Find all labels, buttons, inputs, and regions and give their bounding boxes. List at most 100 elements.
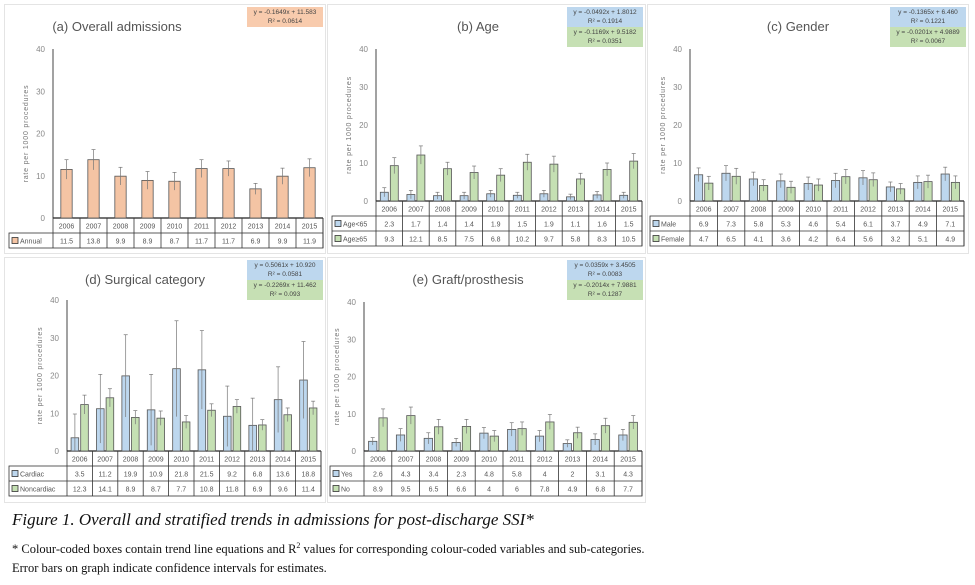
chart-svg: (a) Overall admissions rate per 1000 proc… xyxy=(8,19,324,249)
legend-swatch xyxy=(332,485,340,492)
y-tick-label: 0 xyxy=(678,197,683,206)
table-value: 19.9 xyxy=(124,472,138,479)
table-value: 4.6 xyxy=(808,222,818,229)
legend-label: Annual xyxy=(20,239,42,246)
x-tick-label: 2009 xyxy=(778,207,794,214)
table-value: 18.8 xyxy=(301,472,315,479)
chart-svg: (d) Surgical category rate per 1000 proce… xyxy=(8,272,322,497)
table-value: 7.8 xyxy=(540,487,550,494)
figure-caption: Figure 1. Overall and stratified trends … xyxy=(12,510,534,529)
equation-text: y = -0.2269x + 11.462 xyxy=(253,282,317,289)
table-value: 2.3 xyxy=(384,222,394,229)
table-value: 4.9 xyxy=(918,222,928,229)
x-tick-label: 2015 xyxy=(621,207,637,214)
trendline-equation: y = -0.2269x + 11.462 R² = 0.093 xyxy=(247,280,323,300)
table-value: 9.3 xyxy=(384,237,394,244)
x-tick-label: 2011 xyxy=(194,224,209,231)
table-value: 4.7 xyxy=(699,237,709,244)
y-axis-label: rate per 1000 procedures xyxy=(334,328,341,426)
legend-swatch xyxy=(11,237,19,244)
legend-swatch xyxy=(652,235,660,242)
caption-note-sup: 2 xyxy=(296,541,301,550)
x-tick-label: 2010 xyxy=(167,224,183,231)
table-value: 2.6 xyxy=(373,472,383,479)
table-value: 4 xyxy=(543,472,547,479)
table-value: 5.4 xyxy=(836,222,846,229)
table-value: 4.1 xyxy=(754,237,764,244)
table-value: 12.3 xyxy=(73,487,87,494)
legend-label: No xyxy=(341,487,350,494)
table-value: 4.2 xyxy=(808,237,818,244)
table-value: 8.7 xyxy=(151,487,161,494)
chart-svg: (c) Gender rate per 1000 procedures 0 10 20 3… xyxy=(649,19,965,247)
equation-text: y = -0.1169x + 9.5182 xyxy=(573,29,637,36)
y-axis-label: rate per 1000 procedures xyxy=(37,327,44,425)
table-value: 8.9 xyxy=(373,487,383,494)
table-value: 1.5 xyxy=(517,222,527,229)
x-tick-label: 2010 xyxy=(481,457,497,464)
table-value: 11.7 xyxy=(195,239,208,246)
table-value: 3.4 xyxy=(429,472,439,479)
table-value: 9.6 xyxy=(278,487,288,494)
table-value: 4 xyxy=(487,487,491,494)
table-value: 8.5 xyxy=(438,237,448,244)
legend-swatch xyxy=(652,220,660,227)
table-value: 4.3 xyxy=(623,472,633,479)
x-tick-label: 2010 xyxy=(488,207,504,214)
x-tick-label: 2006 xyxy=(382,207,398,214)
y-tick-label: 40 xyxy=(50,296,59,305)
table-value: 6.5 xyxy=(726,237,736,244)
x-tick-label: 2008 xyxy=(426,457,442,464)
table-value: 14.1 xyxy=(98,487,112,494)
table-value: 21.5 xyxy=(200,472,214,479)
table-value: 5.8 xyxy=(754,222,764,229)
x-tick-label: 2014 xyxy=(594,207,610,214)
y-tick-label: 30 xyxy=(359,83,368,92)
chart-title: (c) Gender xyxy=(767,19,830,34)
y-tick-label: 20 xyxy=(359,121,368,130)
table-value: 3.5 xyxy=(75,472,85,479)
table-value: 7.5 xyxy=(464,237,474,244)
x-tick-label: 2012 xyxy=(541,207,557,214)
trendline-equation: y = -0.0492x + 1.8012 R² = 0.1914 xyxy=(567,7,643,27)
table-value: 10.8 xyxy=(200,487,214,494)
y-axis-label: rate per 1000 procedures xyxy=(660,76,667,174)
y-tick-label: 10 xyxy=(50,409,59,418)
x-tick-label: 2012 xyxy=(221,224,237,231)
x-tick-label: 2013 xyxy=(888,207,904,214)
equation-text: y = -0.1649x + 11.583 xyxy=(253,9,317,16)
y-tick-label: 10 xyxy=(673,159,682,168)
table-value: 6.1 xyxy=(863,222,873,229)
caption-note-prefix: * Colour-coded boxes contain trend line … xyxy=(12,542,297,557)
table-value: 7.3 xyxy=(726,222,736,229)
table-value: 4.3 xyxy=(401,472,411,479)
equation-text: y = -0.2014x + 7.9881 xyxy=(573,282,637,289)
table-value: 1.1 xyxy=(571,222,581,229)
x-tick-label: 2013 xyxy=(248,224,264,231)
table-value: 1.9 xyxy=(491,222,501,229)
x-tick-label: 2007 xyxy=(398,457,414,464)
r-squared-text: R² = 0.1287 xyxy=(587,291,623,298)
x-tick-label: 2007 xyxy=(408,207,424,214)
x-tick-label: 2011 xyxy=(515,207,530,214)
x-tick-label: 2006 xyxy=(59,224,75,231)
r-squared-text: R² = 0.093 xyxy=(269,291,301,298)
table-value: 8.7 xyxy=(170,239,180,246)
x-tick-label: 2013 xyxy=(250,457,266,464)
x-tick-label: 2012 xyxy=(224,457,240,464)
x-tick-label: 2012 xyxy=(537,457,553,464)
x-tick-label: 2009 xyxy=(461,207,477,214)
r-squared-text: R² = 0.0083 xyxy=(587,271,623,278)
x-tick-label: 2010 xyxy=(806,207,822,214)
x-tick-label: 2010 xyxy=(174,457,190,464)
equation-text: y = -0.1365x + 6.460 xyxy=(898,9,958,16)
y-tick-label: 0 xyxy=(55,447,60,456)
table-value: 8.3 xyxy=(597,237,607,244)
x-tick-label: 2011 xyxy=(199,457,214,464)
table-value: 6.9 xyxy=(699,222,709,229)
y-tick-label: 10 xyxy=(359,159,368,168)
table-value: 9.9 xyxy=(278,239,288,246)
table-value: 6.8 xyxy=(595,487,605,494)
table-value: 11.4 xyxy=(302,487,315,494)
table-value: 8.9 xyxy=(126,487,136,494)
